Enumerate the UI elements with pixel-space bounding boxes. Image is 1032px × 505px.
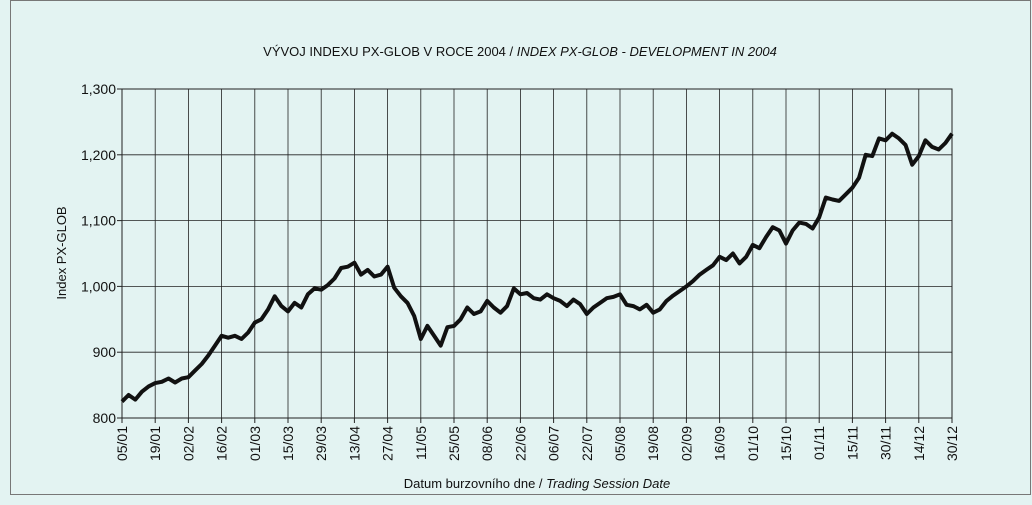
x-tick-label: 29/03 <box>313 426 329 461</box>
x-tick-label: 30/12 <box>944 426 960 461</box>
x-tick-label: 22/06 <box>512 426 528 461</box>
x-tick-label: 01/11 <box>811 426 827 460</box>
y-tick-label: 900 <box>93 344 117 360</box>
x-axis-label: Datum burzovního dne / Trading Session D… <box>404 476 670 491</box>
frame <box>10 0 1031 495</box>
x-label-en: Trading Session Date <box>546 476 670 491</box>
x-tick-label: 15/03 <box>280 426 296 461</box>
x-tick-label: 19/08 <box>645 426 661 461</box>
y-tick-label: 1,100 <box>81 213 116 229</box>
x-label-cz: Datum burzovního dne / <box>404 476 543 491</box>
y-axis-label: Index PX-GLOB <box>54 206 69 299</box>
x-tick-label: 08/06 <box>479 426 495 461</box>
x-tick-label: 22/07 <box>579 426 595 461</box>
x-tick-label: 05/08 <box>612 426 628 461</box>
x-tick-label: 02/02 <box>180 426 196 461</box>
x-tick-label: 01/03 <box>247 426 263 461</box>
x-tick-label: 02/09 <box>678 426 694 461</box>
x-tick-label: 11/05 <box>413 426 429 460</box>
x-tick-label: 01/10 <box>745 426 761 461</box>
x-tick-label: 14/12 <box>911 426 927 461</box>
y-tick-label: 1,300 <box>81 81 116 97</box>
x-tick-label: 15/10 <box>778 426 794 461</box>
x-tick-label: 25/05 <box>446 426 462 461</box>
x-tick-label: 27/04 <box>380 426 396 461</box>
x-tick-label: 30/11 <box>878 426 894 460</box>
title-cz: VÝVOJ INDEXU PX-GLOB V ROCE 2004 / <box>263 44 513 59</box>
y-tick-label: 1,200 <box>81 147 116 163</box>
chart-title: VÝVOJ INDEXU PX-GLOB V ROCE 2004 / INDEX… <box>263 44 777 59</box>
x-tick-label: 19/01 <box>147 426 163 461</box>
title-en: INDEX PX-GLOB - DEVELOPMENT IN 2004 <box>517 44 777 59</box>
x-tick-label: 06/07 <box>546 426 562 461</box>
x-tick-label: 15/11 <box>844 426 860 460</box>
y-tick-label: 800 <box>93 410 117 426</box>
x-tick-label: 05/01 <box>114 426 130 461</box>
plot-border <box>121 88 953 419</box>
series-line <box>120 131 954 404</box>
x-tick-label: 16/02 <box>214 426 230 461</box>
x-tick-label: 16/09 <box>712 426 728 461</box>
x-tick-label: 13/04 <box>346 426 362 461</box>
y-tick-label: 1,000 <box>81 278 116 294</box>
